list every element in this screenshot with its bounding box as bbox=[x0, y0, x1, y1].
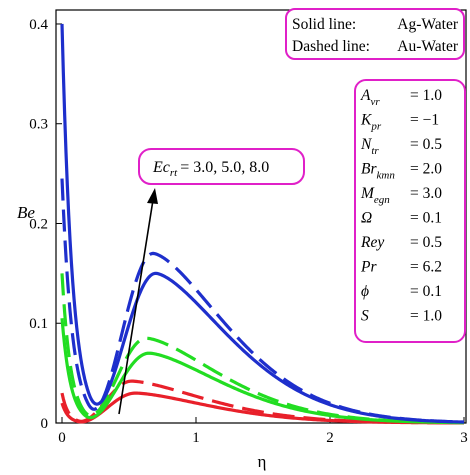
parameter-box: Avr = 1.0 Kpr = −1 Ntr = 0.5 Brkmn = 2.0 Megn = 3… bbox=[360, 87, 442, 325]
x-tick-label: 2 bbox=[326, 430, 334, 446]
y-tick-label: 0.3 bbox=[29, 117, 48, 133]
parameter-row: Kpr bbox=[360, 112, 382, 133]
annotation-arrowhead bbox=[147, 188, 158, 204]
annotation-text: Ecrt = 3.0, 5.0, 8.0 bbox=[152, 159, 269, 179]
parameter-row: S bbox=[361, 308, 369, 325]
parameter-subscript: egn bbox=[374, 194, 390, 206]
parameter-subscript: tr bbox=[371, 145, 379, 157]
parameter-name: ϕ bbox=[361, 283, 369, 300]
parameter-value: = 3.0 bbox=[410, 185, 442, 202]
parameter-row: ϕ bbox=[361, 283, 369, 300]
ticks: 0 1 2 3 0 0.1 0.2 0.3 0.4 bbox=[29, 17, 468, 446]
parameter-value: = 0.5 bbox=[410, 136, 442, 153]
parameter-value: = 0.5 bbox=[410, 234, 442, 251]
parameter-name: Pr bbox=[360, 259, 377, 276]
red-dashed-line bbox=[60, 379, 465, 425]
legend-dashed-label: Dashed line: bbox=[292, 38, 370, 55]
parameter-value: = 2.0 bbox=[410, 161, 442, 178]
parameter-row: Megn bbox=[360, 185, 390, 206]
parameter-value: = 1.0 bbox=[410, 308, 442, 325]
parameter-name: N bbox=[360, 136, 373, 153]
parameter-name: Ω bbox=[361, 210, 372, 227]
annotation-arrow-shaft bbox=[118, 199, 154, 415]
parameter-name: S bbox=[361, 308, 369, 325]
parameter-row: Brkmn bbox=[361, 161, 395, 182]
blue-solid-line bbox=[60, 23, 465, 424]
series-group bbox=[60, 23, 465, 425]
parameter-name: K bbox=[360, 112, 372, 129]
parameter-subscript: pr bbox=[370, 121, 382, 133]
parameter-row: Ω bbox=[361, 210, 372, 227]
parameter-row: Avr bbox=[360, 87, 380, 108]
legend-solid-label: Solid line: bbox=[292, 16, 356, 33]
annotation-values: = 3.0, 5.0, 8.0 bbox=[180, 159, 269, 176]
annotation-frame bbox=[138, 148, 305, 185]
parameter-value: = −1 bbox=[410, 112, 439, 129]
legend: Solid line: Ag-Water Dashed line: Au-Wat… bbox=[285, 8, 465, 60]
parameter-box-frame bbox=[354, 79, 466, 343]
parameter-subscript: kmn bbox=[377, 170, 396, 182]
annotation-param-sub: rt bbox=[170, 167, 178, 179]
parameter-name: A bbox=[360, 87, 371, 104]
blue-dashed-line bbox=[60, 178, 465, 424]
x-axis-label: η bbox=[258, 452, 267, 471]
y-tick-label: 0.4 bbox=[29, 17, 48, 33]
y-tick-label: 0.2 bbox=[29, 216, 48, 232]
parameter-row: Pr bbox=[360, 259, 377, 276]
legend-dashed-value: Au-Water bbox=[397, 38, 459, 55]
parameter-name: Rey bbox=[360, 234, 384, 251]
legend-solid-value: Ag-Water bbox=[397, 16, 459, 33]
parameter-row: Rey bbox=[360, 234, 384, 251]
parameter-subscript: vr bbox=[370, 96, 380, 108]
parameter-row: Ntr bbox=[360, 136, 379, 157]
parameter-value: = 1.0 bbox=[410, 87, 442, 104]
y-axis-label: Be bbox=[17, 203, 35, 222]
x-tick-label: 1 bbox=[192, 430, 200, 446]
parameter-name: Br bbox=[361, 161, 377, 178]
x-tick-label: 3 bbox=[460, 430, 468, 446]
parameter-value: = 0.1 bbox=[410, 283, 442, 300]
annotation-param: Ec bbox=[152, 159, 170, 176]
y-tick-label: 0.1 bbox=[29, 316, 48, 332]
x-tick-label: 0 bbox=[58, 430, 66, 446]
parameter-name: M bbox=[360, 185, 375, 202]
parameter-value: = 0.1 bbox=[410, 210, 442, 227]
parameter-value: = 6.2 bbox=[410, 259, 442, 276]
y-tick-label: 0 bbox=[41, 416, 49, 432]
legend-frame bbox=[285, 8, 465, 60]
